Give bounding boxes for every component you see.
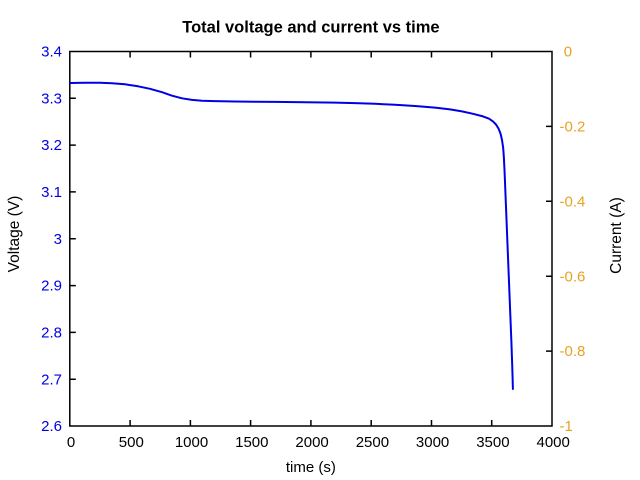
svg-text:-0.8: -0.8 [560,343,586,360]
svg-text:2000: 2000 [295,434,328,451]
svg-text:3: 3 [54,231,62,248]
svg-text:3500: 3500 [476,434,509,451]
svg-text:2.6: 2.6 [41,418,62,435]
svg-text:-0.2: -0.2 [560,119,586,136]
svg-text:3.2: 3.2 [41,137,62,154]
svg-text:time (s): time (s) [286,459,336,476]
svg-text:1500: 1500 [235,434,268,451]
svg-text:Current (A): Current (A) [608,197,625,274]
svg-text:2.7: 2.7 [41,371,62,388]
svg-text:3.3: 3.3 [41,90,62,107]
svg-text:3.1: 3.1 [41,184,62,201]
svg-text:-1: -1 [560,418,573,435]
svg-text:2.8: 2.8 [41,325,62,342]
svg-text:3.4: 3.4 [41,44,62,61]
svg-text:Total voltage and current vs t: Total voltage and current vs time [182,19,439,37]
svg-text:500: 500 [119,434,144,451]
svg-text:2.9: 2.9 [41,278,62,295]
svg-text:-0.6: -0.6 [560,268,586,285]
svg-text:3000: 3000 [416,434,449,451]
svg-text:4000: 4000 [537,434,570,451]
svg-text:0: 0 [67,434,75,451]
svg-text:0: 0 [564,44,572,61]
svg-text:1000: 1000 [175,434,208,451]
svg-text:2500: 2500 [356,434,389,451]
svg-text:-0.4: -0.4 [560,193,586,210]
svg-text:Voltage (V): Voltage (V) [6,196,23,273]
